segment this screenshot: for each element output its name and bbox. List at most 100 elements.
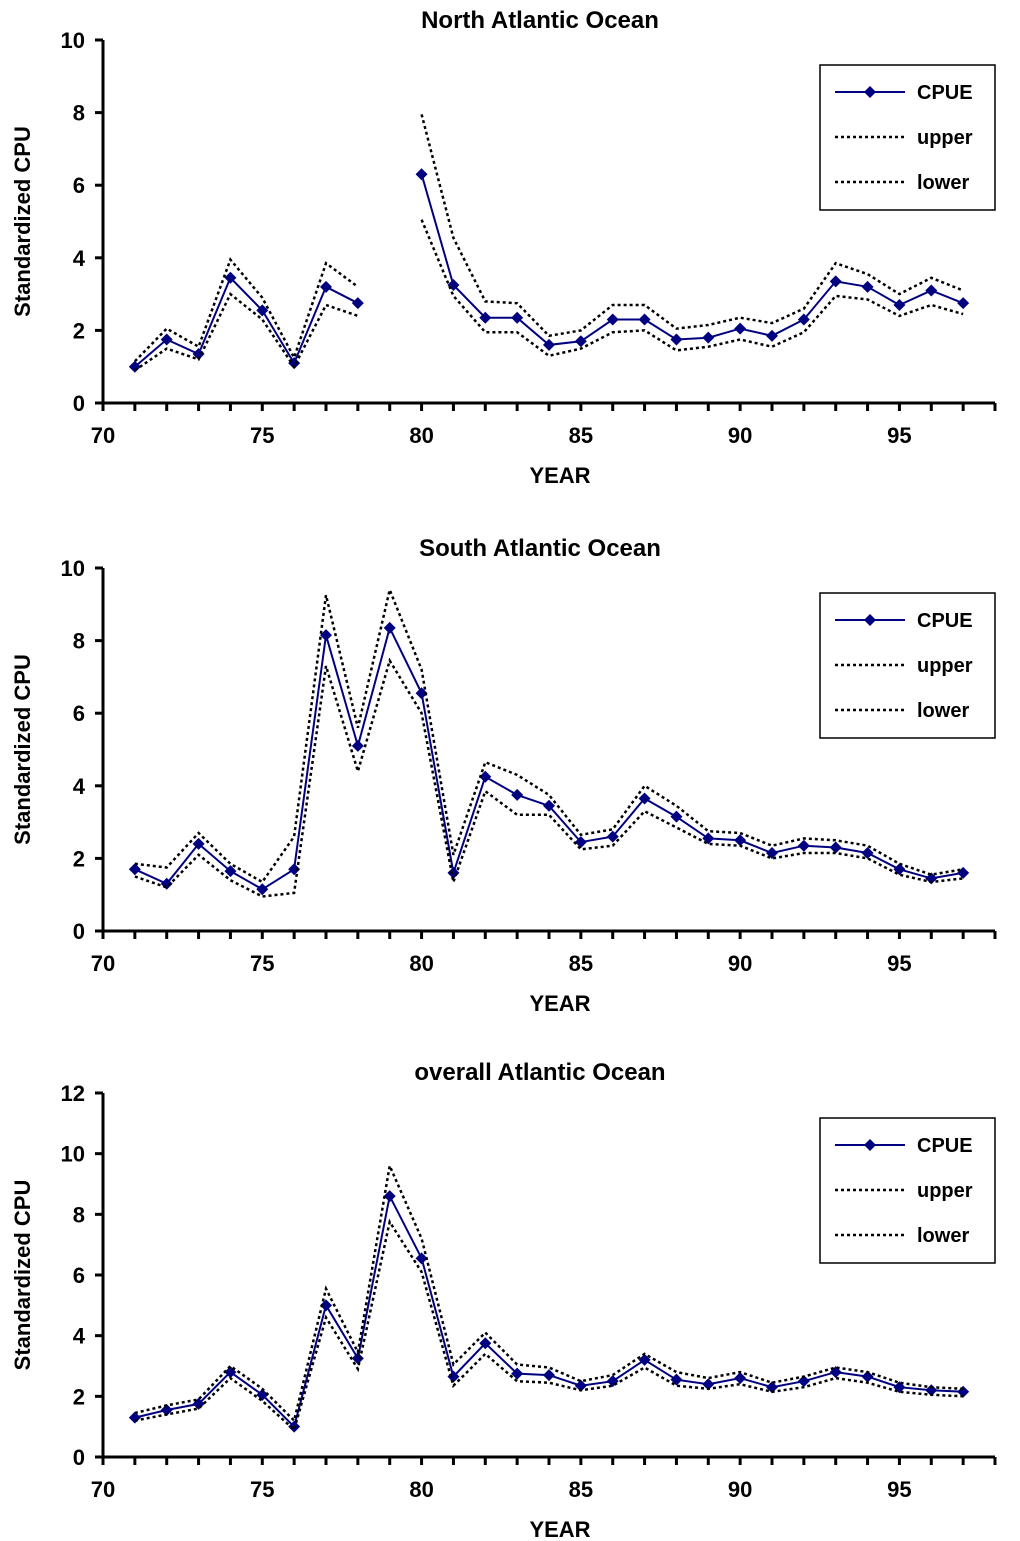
y-tick-label: 2	[73, 846, 85, 871]
cpue-point	[797, 1375, 810, 1388]
legend-label: upper	[917, 655, 973, 677]
cpue-point	[638, 792, 651, 805]
cpue-point	[893, 298, 906, 311]
legend-label: lower	[917, 172, 969, 194]
cpue-point	[383, 1190, 396, 1203]
chart-1: North Atlantic Ocean 0 2 4 6 8 10 70 75 80 85 90 95 Y…	[10, 7, 997, 488]
cpue-point	[415, 168, 428, 181]
cpue-point	[670, 810, 683, 823]
series-upper-line	[420, 114, 964, 338]
cpue-point	[925, 1384, 938, 1397]
y-tick-label: 8	[73, 101, 85, 126]
y-tick-label: 10	[61, 1142, 85, 1167]
cpue-point	[128, 863, 141, 876]
x-tick-label: 95	[887, 1477, 911, 1502]
legend-marker	[864, 614, 876, 626]
chart-2: South Atlantic Ocean 0 2 4 6 8 10 70 75 80 85 90 95 Y…	[10, 535, 997, 1016]
chart-title: South Atlantic Ocean	[419, 535, 661, 562]
cpue-point	[543, 338, 555, 351]
cpue-point	[861, 1370, 874, 1383]
cpue-point	[415, 687, 428, 700]
series-upper-line	[134, 1161, 964, 1424]
x-tick-label: 85	[569, 423, 593, 448]
cpue-point	[160, 333, 173, 346]
chart-3: overall Atlantic Ocean 0 2 4 6 8 10 12 70 75 80 85 9…	[10, 1059, 997, 1541]
x-tick-label: 70	[91, 423, 115, 448]
y-axis-label: Standardized CPU	[10, 126, 35, 317]
cpue-point	[351, 739, 364, 752]
y-tick-label: 10	[61, 28, 85, 53]
cpue-point	[511, 788, 524, 801]
x-tick-label: 95	[887, 951, 911, 976]
cpue-point	[320, 280, 332, 293]
cpue-point	[256, 1388, 269, 1401]
cpue-point	[574, 1379, 587, 1392]
cpue-point	[511, 311, 524, 324]
x-tick-label: 85	[569, 1477, 593, 1502]
x-tick-label: 85	[569, 951, 593, 976]
x-tick-label: 95	[887, 423, 911, 448]
cpue-point	[415, 1252, 428, 1265]
cpue-point	[256, 883, 269, 896]
cpue-point	[957, 1385, 970, 1398]
cpue-point	[511, 1367, 524, 1380]
cpue-point	[192, 347, 205, 360]
cpue-point	[479, 311, 492, 324]
cpue-point	[351, 297, 364, 310]
cpue-point	[670, 333, 683, 346]
x-tick-label: 70	[91, 1477, 115, 1502]
y-tick-label: 10	[61, 556, 85, 581]
cpue-point	[543, 1369, 555, 1382]
chart-title: North Atlantic Ocean	[421, 7, 659, 34]
cpue-point	[702, 1378, 715, 1391]
y-tick-label: 8	[73, 629, 85, 654]
y-tick-label: 0	[73, 919, 85, 944]
series-lower-line	[134, 292, 359, 372]
x-tick-label: 75	[250, 951, 274, 976]
x-tick-label: 80	[409, 423, 433, 448]
cpue-point	[829, 841, 842, 854]
cpue-point	[829, 275, 842, 288]
cpue-point	[256, 304, 269, 317]
x-tick-label: 90	[728, 951, 752, 976]
chart-title: overall Atlantic Ocean	[414, 1059, 665, 1086]
cpue-point	[861, 846, 874, 859]
y-tick-label: 8	[73, 1202, 85, 1227]
y-axis-label: Standardized CPU	[10, 1180, 35, 1371]
x-tick-label: 80	[409, 951, 433, 976]
cpue-point	[479, 770, 492, 783]
cpue-point	[606, 830, 619, 843]
cpue-point	[574, 335, 587, 348]
legend-label: CPUE	[917, 82, 973, 104]
y-tick-label: 12	[61, 1081, 85, 1106]
y-tick-label: 2	[73, 1384, 85, 1409]
legend-label: CPUE	[917, 1135, 973, 1157]
y-tick-label: 4	[73, 246, 86, 271]
cpue-point	[797, 839, 810, 852]
cpue-point	[479, 1337, 492, 1350]
cpue-point	[288, 357, 301, 370]
legend-label: CPUE	[917, 610, 973, 632]
y-tick-label: 6	[73, 701, 85, 726]
x-tick-label: 90	[728, 1477, 752, 1502]
series-lower-line	[134, 1218, 964, 1432]
cpue-point	[160, 1403, 173, 1416]
cpue-point	[320, 629, 332, 642]
x-axis-label: YEAR	[529, 1517, 590, 1541]
y-axis-label: Standardized CPU	[10, 654, 35, 845]
cpue-point	[734, 322, 747, 335]
cpue-point	[925, 284, 938, 297]
cpue-point	[224, 865, 237, 878]
cpue-point	[957, 297, 970, 310]
series-lower-line	[420, 219, 964, 358]
y-tick-label: 0	[73, 391, 85, 416]
y-tick-label: 6	[73, 173, 85, 198]
x-axis-label: YEAR	[529, 991, 590, 1016]
legend-label: lower	[917, 1225, 969, 1247]
legend-marker	[864, 86, 876, 98]
cpue-point	[383, 621, 396, 634]
y-tick-label: 6	[73, 1263, 85, 1288]
cpue-point	[574, 836, 587, 849]
y-tick-label: 0	[73, 1445, 85, 1470]
x-axis-label: YEAR	[529, 463, 590, 488]
